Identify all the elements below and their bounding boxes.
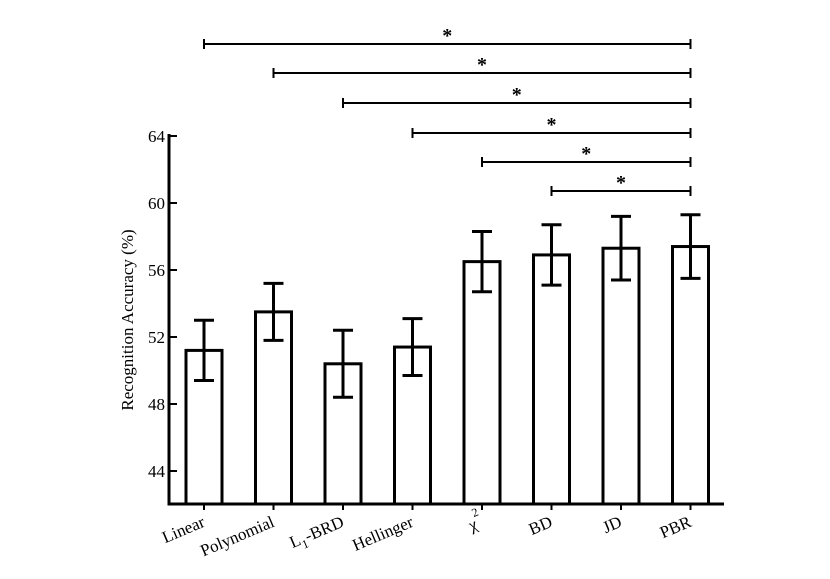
y-tick-label-5: 64 — [148, 127, 166, 146]
x-tick-label-2: L1-BRD — [287, 512, 348, 555]
x-tick-label-6: JD — [600, 512, 625, 537]
y-tick-label-2: 52 — [148, 328, 165, 347]
y-tick-label-3: 56 — [148, 261, 165, 280]
significance-star-3: * — [547, 114, 557, 136]
x-tick-label-1: Polynomial — [197, 512, 277, 560]
y-axis-label: Recognition Accuracy (%) — [118, 229, 137, 410]
significance-star-0: * — [442, 25, 452, 47]
significance-star-2: * — [512, 84, 522, 106]
y-tick-label-0: 44 — [148, 462, 166, 481]
significance-star-1: * — [477, 54, 487, 76]
x-tick-label-3: Hellinger — [350, 512, 417, 555]
y-tick-label-1: 48 — [148, 395, 165, 414]
y-tick-label-4: 60 — [148, 194, 165, 213]
bar-4 — [462, 260, 502, 506]
significance-star-5: * — [616, 172, 626, 194]
bar-5 — [532, 253, 571, 506]
x-tick-label-5: BD — [526, 512, 555, 539]
significance-star-4: * — [581, 143, 591, 165]
bar-6 — [601, 246, 641, 506]
x-tick-label-7: PBR — [657, 512, 695, 542]
bar-7 — [671, 245, 710, 506]
